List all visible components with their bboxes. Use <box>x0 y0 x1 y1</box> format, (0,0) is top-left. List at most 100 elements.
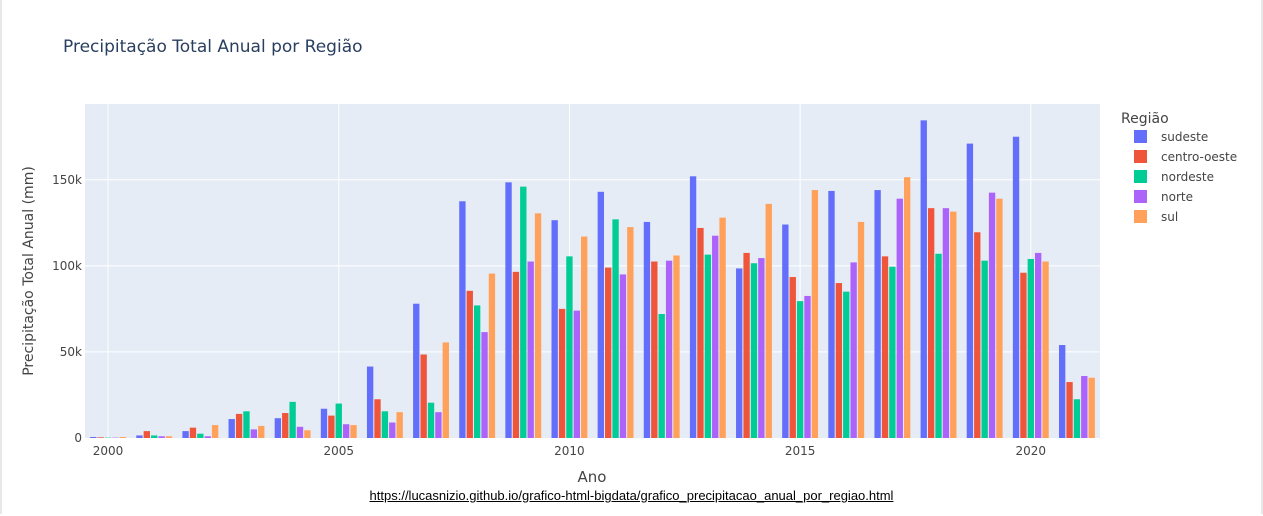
bar-centro-oeste-2013[interactable] <box>697 227 704 438</box>
bar-norte-2020[interactable] <box>1035 252 1042 438</box>
bar-nordeste-2013[interactable] <box>704 254 712 438</box>
bar-nordeste-2007[interactable] <box>427 402 435 438</box>
bar-norte-2015[interactable] <box>804 295 811 438</box>
bar-nordeste-2003[interactable] <box>243 411 250 438</box>
bar-nordeste-2020[interactable] <box>1027 258 1034 438</box>
bar-nordeste-2002[interactable] <box>197 433 204 438</box>
bar-sul-2018[interactable] <box>950 211 957 438</box>
bar-sudeste-2006[interactable] <box>366 366 374 438</box>
bar-sudeste-2010[interactable] <box>551 220 558 438</box>
bar-nordeste-2016[interactable] <box>843 291 850 438</box>
bar-sul-2010[interactable] <box>581 236 588 438</box>
bar-sul-2009[interactable] <box>534 213 542 438</box>
bar-nordeste-2009[interactable] <box>520 186 527 438</box>
bar-norte-2002[interactable] <box>204 436 211 438</box>
bar-sul-2005[interactable] <box>350 425 357 438</box>
bar-sul-2014[interactable] <box>765 203 772 438</box>
bar-centro-oeste-2008[interactable] <box>466 290 473 438</box>
legend-swatch-norte[interactable] <box>1134 190 1147 203</box>
bar-nordeste-2011[interactable] <box>612 219 619 438</box>
bar-nordeste-2015[interactable] <box>796 301 804 438</box>
legend-label-sudeste[interactable]: sudeste <box>1161 130 1208 144</box>
bar-norte-2012[interactable] <box>665 260 673 438</box>
bar-centro-oeste-2014[interactable] <box>743 252 750 438</box>
legend-swatch-nordeste[interactable] <box>1134 170 1147 183</box>
bar-centro-oeste-2016[interactable] <box>835 283 843 438</box>
bar-norte-2003[interactable] <box>250 429 258 438</box>
bar-norte-2016[interactable] <box>850 262 857 438</box>
bar-norte-2017[interactable] <box>896 198 903 438</box>
bar-sudeste-2001[interactable] <box>136 435 143 438</box>
bar-centro-oeste-2017[interactable] <box>881 256 889 438</box>
bar-sul-2008[interactable] <box>488 273 496 438</box>
bar-sudeste-2007[interactable] <box>413 303 420 438</box>
bar-nordeste-2008[interactable] <box>473 305 481 438</box>
bar-sul-2004[interactable] <box>304 430 311 438</box>
bar-sul-2012[interactable] <box>673 255 680 438</box>
bar-norte-2009[interactable] <box>527 261 534 438</box>
bar-centro-oeste-2019[interactable] <box>974 232 981 438</box>
bar-sul-2000[interactable] <box>119 436 127 438</box>
legend-label-norte[interactable]: norte <box>1161 190 1193 204</box>
bar-sul-2001[interactable] <box>165 436 173 438</box>
bar-sudeste-2002[interactable] <box>182 431 189 438</box>
bar-norte-2001[interactable] <box>158 436 165 438</box>
bar-sul-2020[interactable] <box>1042 261 1049 438</box>
bar-nordeste-2021[interactable] <box>1073 399 1081 438</box>
bar-sul-2015[interactable] <box>811 190 819 438</box>
bar-sul-2016[interactable] <box>857 221 865 438</box>
bar-centro-oeste-2009[interactable] <box>512 271 520 438</box>
bar-norte-2013[interactable] <box>712 235 719 438</box>
bar-nordeste-2017[interactable] <box>889 266 896 438</box>
bar-sudeste-2000[interactable] <box>90 436 97 438</box>
bar-sudeste-2011[interactable] <box>597 191 604 438</box>
bar-sudeste-2021[interactable] <box>1058 345 1066 438</box>
bar-norte-2019[interactable] <box>988 192 996 438</box>
bar-centro-oeste-2012[interactable] <box>651 261 658 438</box>
bar-centro-oeste-2015[interactable] <box>789 277 796 438</box>
source-link[interactable]: https://lucasnizio.github.io/grafico-htm… <box>369 488 894 503</box>
bar-centro-oeste-2000[interactable] <box>97 437 104 438</box>
bar-centro-oeste-2010[interactable] <box>558 308 566 438</box>
bar-norte-2004[interactable] <box>296 426 304 438</box>
bar-nordeste-2006[interactable] <box>381 411 389 438</box>
bar-sudeste-2014[interactable] <box>736 268 743 438</box>
bar-centro-oeste-2018[interactable] <box>927 208 935 438</box>
bar-sudeste-2003[interactable] <box>228 419 235 438</box>
legend-label-nordeste[interactable]: nordeste <box>1161 170 1214 184</box>
bar-centro-oeste-2007[interactable] <box>420 354 427 439</box>
bar-sudeste-2019[interactable] <box>966 143 974 438</box>
legend-swatch-sul[interactable] <box>1134 210 1147 223</box>
legend-swatch-centro-oeste[interactable] <box>1134 150 1147 163</box>
bar-norte-2014[interactable] <box>758 258 765 438</box>
bar-norte-2008[interactable] <box>481 332 488 438</box>
legend-label-centro-oeste[interactable]: centro-oeste <box>1161 150 1237 164</box>
bar-centro-oeste-2005[interactable] <box>328 415 335 438</box>
bar-centro-oeste-2020[interactable] <box>1020 272 1027 438</box>
bar-sudeste-2013[interactable] <box>689 176 697 438</box>
bar-nordeste-2012[interactable] <box>658 314 665 438</box>
bar-sul-2013[interactable] <box>719 217 726 438</box>
bar-nordeste-2018[interactable] <box>935 253 942 438</box>
bar-sul-2019[interactable] <box>996 198 1003 438</box>
bar-centro-oeste-2011[interactable] <box>605 267 612 438</box>
bar-norte-2010[interactable] <box>573 310 580 438</box>
bar-sudeste-2015[interactable] <box>782 224 789 438</box>
bar-centro-oeste-2004[interactable] <box>282 413 289 438</box>
bar-norte-2006[interactable] <box>389 422 396 438</box>
bar-sudeste-2009[interactable] <box>505 182 512 438</box>
bar-sul-2007[interactable] <box>442 342 449 438</box>
bar-sudeste-2020[interactable] <box>1012 136 1020 438</box>
bar-sudeste-2016[interactable] <box>828 190 835 438</box>
bar-centro-oeste-2003[interactable] <box>235 413 243 438</box>
bar-centro-oeste-2006[interactable] <box>374 399 381 438</box>
bar-sul-2002[interactable] <box>211 425 219 438</box>
bar-nordeste-2014[interactable] <box>750 263 758 438</box>
legend-label-sul[interactable]: sul <box>1161 210 1178 224</box>
bar-nordeste-2004[interactable] <box>289 401 296 438</box>
bar-centro-oeste-2021[interactable] <box>1066 382 1073 438</box>
bar-nordeste-2010[interactable] <box>566 256 573 438</box>
bar-norte-2021[interactable] <box>1081 376 1088 438</box>
bar-norte-2005[interactable] <box>342 424 350 438</box>
bar-nordeste-2005[interactable] <box>335 403 342 438</box>
